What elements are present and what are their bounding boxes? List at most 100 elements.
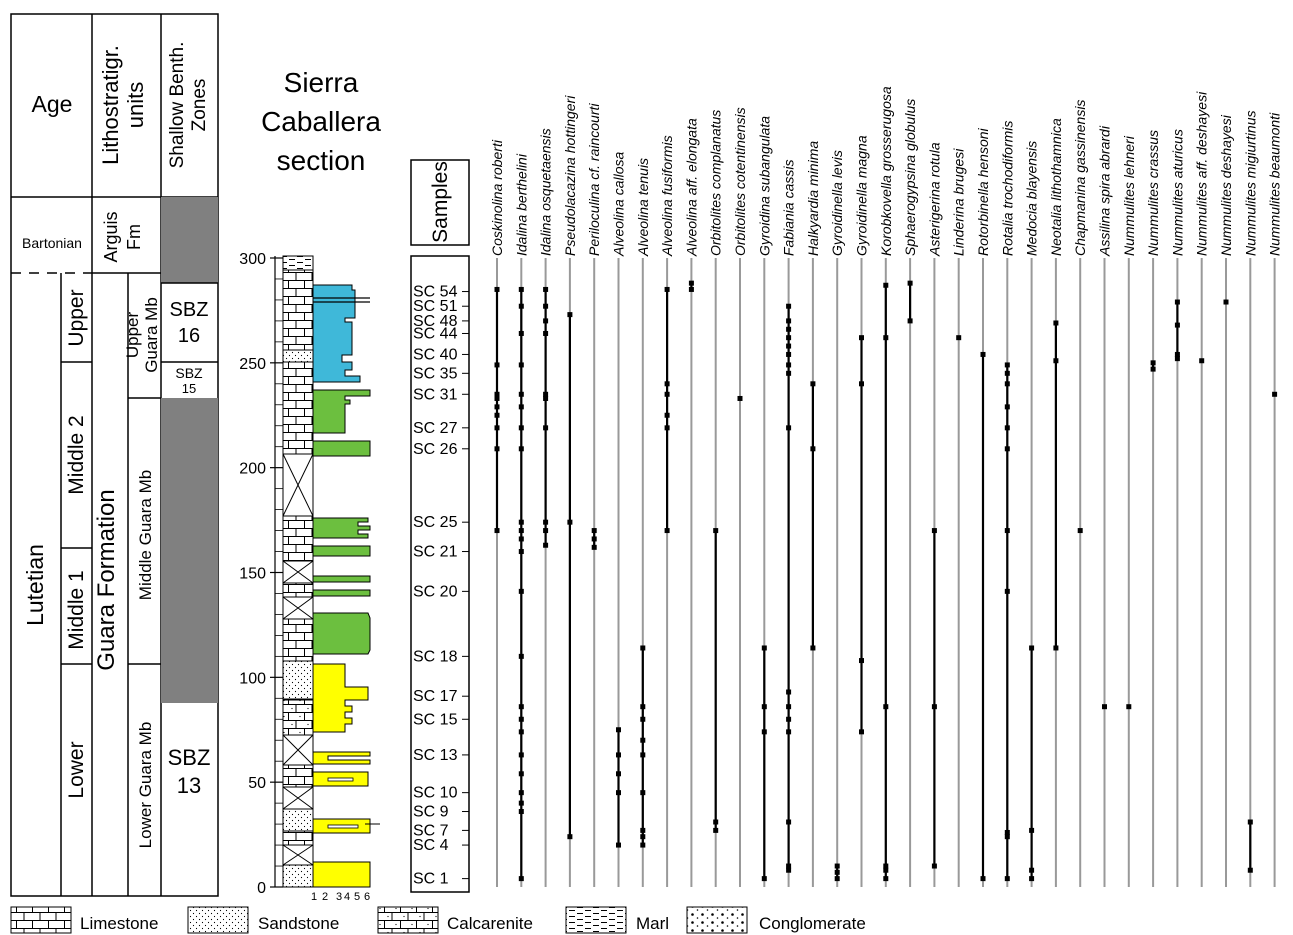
- litho-upper-guara-line1: Upper: [123, 312, 142, 359]
- species-name: Gyroidinella levis: [829, 150, 845, 256]
- occurrence-mark: [786, 351, 792, 357]
- occurrence-mark: [494, 362, 500, 368]
- chronostratigraphy-table: Age Lithostratigr. units Shallow Benth. …: [10, 13, 219, 897]
- sample-label: SC 48: [413, 313, 458, 330]
- legend-label: Conglomerate: [759, 914, 866, 933]
- depth-tick-label: 50: [248, 775, 266, 792]
- occurrence-mark: [786, 425, 792, 431]
- litho-arguis: Arguis Fm: [101, 211, 144, 262]
- occurrence-mark: [664, 528, 670, 534]
- age-lower: Lower: [65, 741, 88, 798]
- occurrence-mark: [786, 303, 792, 309]
- occurrence-mark: [543, 542, 549, 548]
- sample-label: SC 18: [413, 648, 458, 665]
- occurrence-mark: [640, 842, 646, 848]
- species-name: Nummulites beaumonti: [1267, 112, 1283, 256]
- occurrence-mark: [907, 318, 913, 324]
- occurrence-mark: [494, 446, 500, 452]
- age-middle2: Middle 2: [65, 415, 88, 494]
- legend-sandstone: Sandstone: [187, 906, 339, 934]
- depth-tick-label: 150: [239, 566, 266, 583]
- sample-label: SC 54: [413, 284, 458, 301]
- species-name: Nummulites aturicus: [1169, 129, 1185, 256]
- lithology-sandstone: [282, 808, 314, 832]
- sample-label: SC 17: [413, 688, 458, 705]
- occurrence-mark: [591, 528, 597, 534]
- zones-header: Shallow Benth. Zones: [167, 42, 210, 169]
- occurrence-mark: [883, 876, 889, 882]
- occurrence-mark: [640, 834, 646, 840]
- sample-label: SC 44: [413, 325, 458, 342]
- facies-lower: [312, 663, 369, 733]
- litho-header-line2: units: [123, 82, 148, 128]
- occurrence-mark: [1174, 299, 1180, 305]
- occurrence-mark: [1004, 381, 1010, 387]
- occurrence-mark: [786, 343, 792, 349]
- occurrence-mark: [518, 716, 524, 722]
- occurrence-mark: [567, 519, 573, 525]
- age-middle1: Middle 1: [65, 570, 88, 649]
- occurrence-mark: [1150, 360, 1156, 366]
- occurrence-mark: [616, 771, 621, 777]
- species-name: Orbitolites complanatus: [708, 110, 724, 256]
- conglomerate-swatch: [686, 906, 748, 934]
- species-names: Coskinolina roberti Idalina berthelini Ida…: [489, 86, 1283, 257]
- occurrence-mark: [640, 827, 646, 833]
- occurrence-mark: [1053, 320, 1059, 326]
- grain-scale-label: 1: [311, 891, 317, 903]
- occurrence-mark: [518, 362, 524, 368]
- occurrence-mark: [1004, 362, 1010, 368]
- lithology-sandstone: [282, 349, 314, 363]
- occurrence-mark: [883, 867, 889, 873]
- zone-sbz16-number: 16: [178, 325, 200, 347]
- samples-header-box: [410, 159, 470, 246]
- species-name: Alveolina callosa: [611, 152, 627, 257]
- occurrence-mark: [664, 391, 670, 397]
- occurrence-mark: [543, 519, 549, 525]
- species-name: Coskinolina roberti: [489, 139, 505, 256]
- occurrence-mark: [518, 790, 524, 796]
- occurrence-mark: [518, 528, 524, 534]
- species-name: Orbitolites cotentinensis: [732, 107, 748, 256]
- occurrence-mark: [640, 716, 646, 722]
- grain-scale-label: 4: [344, 891, 350, 903]
- occurrence-mark: [518, 729, 524, 735]
- age-upper: Upper: [65, 289, 88, 346]
- zone-gray-middle: [161, 398, 218, 703]
- occurrence-mark: [518, 536, 524, 542]
- section-title: Sierra Caballera section: [261, 67, 381, 176]
- occurrence-mark: [640, 645, 646, 651]
- covered-interval: [282, 453, 314, 517]
- species-name: Korobkovella grosserugosa: [878, 86, 894, 256]
- legend-label: Calcarenite: [447, 914, 533, 933]
- occurrence-mark: [518, 653, 524, 659]
- occurrence-mark: [518, 519, 524, 525]
- facies-lower: [312, 861, 371, 888]
- occurrence-mark: [786, 704, 792, 710]
- occurrence-mark: [518, 809, 524, 815]
- sample-label: SC 10: [413, 785, 458, 802]
- species-name: Fabiania cassis: [781, 160, 797, 257]
- occurrence-mark: [616, 790, 621, 796]
- occurrence-mark: [931, 863, 937, 869]
- lithology-sandstone: [282, 660, 314, 700]
- occurrence-mark: [956, 335, 962, 341]
- marl-swatch: [565, 906, 627, 934]
- occurrence-mark: [567, 312, 573, 318]
- occurrence-mark: [1029, 867, 1035, 873]
- occurrence-mark: [883, 282, 889, 288]
- sample-label: SC 51: [413, 298, 458, 315]
- occurrence-mark: [543, 286, 549, 292]
- occurrence-mark: [518, 425, 524, 431]
- occurrence-mark: [859, 729, 864, 735]
- species-name: Halkyardia minima: [805, 141, 821, 256]
- depth-tick-label: 200: [239, 461, 266, 478]
- sample-label: SC 13: [413, 747, 458, 764]
- lithology-sandstone: [282, 864, 314, 888]
- occurrence-mark: [616, 727, 621, 733]
- litho-arguis-line1: Arguis: [101, 211, 121, 262]
- section-title-line1: Sierra: [284, 67, 359, 98]
- legend-label: Limestone: [80, 914, 158, 933]
